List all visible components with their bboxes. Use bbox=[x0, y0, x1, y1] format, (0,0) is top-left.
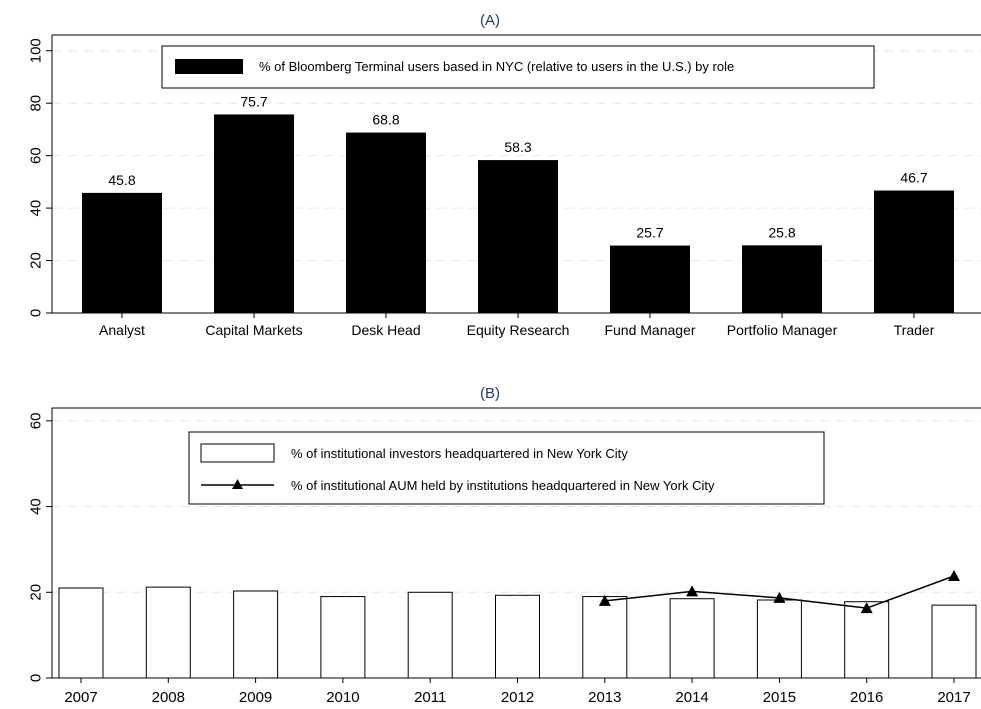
panel-b-year-label: 2007 bbox=[64, 689, 97, 706]
panel-b-legend: % of institutional investors headquarter… bbox=[188, 431, 825, 505]
panel-b-year-label: 2015 bbox=[763, 689, 796, 706]
panel-b-bar bbox=[320, 596, 366, 679]
panel-b-bar bbox=[407, 591, 453, 679]
panel-a-data-label: 75.7 bbox=[240, 93, 267, 109]
panel-a-y-tick-label: 0 bbox=[28, 309, 45, 317]
panel-b-legend-box bbox=[188, 431, 825, 505]
panel-b-year-label: 2012 bbox=[501, 689, 534, 706]
panel-b-y-tick-label: 20 bbox=[28, 584, 45, 601]
panel-a-y-tick-label: 60 bbox=[28, 147, 45, 164]
panel-a-frame bbox=[51, 34, 981, 314]
panel-a-bar bbox=[346, 132, 426, 313]
panel-a-legend: % of Bloomberg Terminal users based in N… bbox=[161, 45, 875, 89]
panel-a-y-tick-label: 20 bbox=[28, 252, 45, 269]
panel-b-bar bbox=[756, 599, 802, 679]
panel-b-aum-marker bbox=[686, 585, 699, 597]
panel-b-frame bbox=[51, 407, 981, 679]
panel-b-year-labels: 2007 2008 2009 2010 2011 2012 2013 2014 2015 2016… bbox=[64, 678, 971, 706]
panel-b-year-label: 2013 bbox=[588, 689, 621, 706]
panel-a-data-label: 25.8 bbox=[768, 224, 795, 240]
panel-a-y-tick-label: 80 bbox=[28, 95, 45, 112]
panel-b-bar bbox=[233, 590, 279, 679]
panel-a-data-label: 46.7 bbox=[900, 170, 927, 186]
panel-b-bar bbox=[844, 601, 890, 679]
panel-b-year-label: 2017 bbox=[937, 689, 970, 706]
panel-a-category-label: Capital Markets bbox=[205, 322, 302, 338]
panel-a-y-ticks: 0 20 40 60 80 100 bbox=[28, 38, 52, 317]
panel-b-line-series bbox=[598, 570, 960, 614]
panel-b-y-tick-label: 40 bbox=[28, 498, 45, 515]
panel-a-data-label: 68.8 bbox=[372, 112, 399, 128]
panel-b: (B) 0 20 40 60 2007 2008 2009 2010 2011 2012 2013… bbox=[28, 385, 981, 706]
panel-a-bar bbox=[82, 192, 162, 313]
panel-a-legend-swatch bbox=[175, 59, 243, 74]
panel-a-category-label: Analyst bbox=[99, 322, 145, 338]
panel-b-bar bbox=[582, 596, 628, 679]
panel-b-aum-marker bbox=[773, 591, 786, 603]
panel-b-year-label: 2010 bbox=[326, 689, 359, 706]
panel-b-bar bbox=[145, 586, 191, 679]
panel-b-legend-triangle-marker bbox=[232, 479, 243, 489]
panel-a-data-label: 58.3 bbox=[504, 139, 531, 155]
panel-b-gridlines bbox=[52, 420, 981, 593]
panel-a-legend-box bbox=[161, 45, 875, 89]
panel-b-year-label: 2016 bbox=[850, 689, 883, 706]
panel-a-data-labels: 45.8 75.7 68.8 58.3 25.7 25.8 46.7 bbox=[108, 93, 927, 240]
panel-a-bar bbox=[478, 160, 558, 313]
panel-b-bar bbox=[931, 604, 977, 679]
panel-b-year-label: 2011 bbox=[414, 689, 446, 706]
panel-b-bar bbox=[495, 594, 540, 679]
panel-b-y-tick-label: 60 bbox=[28, 413, 45, 430]
panel-a-category-label: Equity Research bbox=[467, 322, 570, 338]
panel-b-aum-marker bbox=[948, 570, 960, 581]
panel-b-year-label: 2008 bbox=[152, 689, 185, 706]
panel-b-bars bbox=[58, 586, 977, 679]
panel-a-y-tick-label: 100 bbox=[28, 38, 45, 63]
panel-a-category-label: Fund Manager bbox=[604, 322, 695, 338]
panel-b-legend-bar-label: % of institutional investors headquarter… bbox=[291, 446, 628, 461]
panel-b-y-ticks: 0 20 40 60 bbox=[28, 413, 52, 682]
panel-a-legend-label: % of Bloomberg Terminal users based in N… bbox=[259, 59, 734, 74]
panel-a-category-labels: Analyst Capital Markets Desk Head Equity Re… bbox=[99, 313, 935, 338]
panel-a-category-label: Desk Head bbox=[351, 322, 420, 338]
panel-a-bars bbox=[82, 114, 954, 313]
panel-b-aum-marker bbox=[598, 594, 611, 606]
panel-a-data-label: 25.7 bbox=[636, 225, 663, 241]
panel-b-bar bbox=[58, 587, 104, 679]
panel-a-title: (A) bbox=[480, 12, 500, 29]
panel-a-category-label: Trader bbox=[894, 322, 935, 338]
panel-a-bar bbox=[214, 114, 294, 313]
panel-b-title: (B) bbox=[480, 385, 500, 402]
panel-b-legend-line-label: % of institutional AUM held by instituti… bbox=[291, 478, 715, 493]
panel-b-year-label: 2014 bbox=[675, 689, 708, 706]
panel-a-category-label: Portfolio Manager bbox=[727, 322, 838, 338]
panel-b-y-tick-label: 0 bbox=[28, 674, 45, 682]
panel-a-y-tick-label: 40 bbox=[28, 200, 45, 217]
panel-a-bar bbox=[610, 245, 690, 313]
panel-b-year-label: 2009 bbox=[239, 689, 272, 706]
panel-a: (A) 0 20 40 60 80 100 45.8 75.7 68.8 58.3 25.7 25.… bbox=[28, 12, 981, 338]
panel-b-bar bbox=[669, 598, 715, 679]
panel-a-bar bbox=[874, 190, 954, 313]
panel-a-data-label: 45.8 bbox=[108, 172, 135, 188]
panel-b-aum-marker bbox=[860, 602, 873, 614]
panel-b-legend-bar-swatch bbox=[200, 443, 275, 463]
panel-a-bar bbox=[742, 245, 822, 313]
